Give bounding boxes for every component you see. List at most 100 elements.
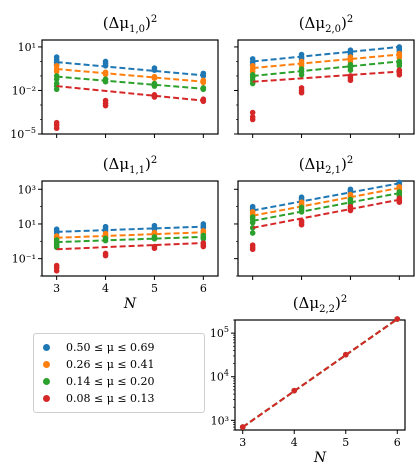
axes-frame (237, 39, 415, 135)
data-point (102, 71, 109, 78)
legend-item: 0.26 ≤ μ ≤ 0.41 (43, 356, 204, 373)
data-point (298, 209, 305, 215)
data-point (102, 63, 109, 69)
fit-line (252, 60, 400, 77)
axes-frame (237, 180, 415, 277)
data-point (249, 230, 256, 236)
legend-item: 0.50 ≤ μ ≤ 0.69 (43, 339, 204, 356)
data-point (200, 235, 207, 242)
data-point (249, 246, 256, 253)
data-point (151, 245, 158, 252)
data-point (151, 94, 158, 100)
chart-panel: (Δμ2,2)2 3 4 5 6 N (231, 294, 406, 466)
data-point (102, 102, 109, 109)
data-point (249, 219, 256, 226)
x-axis-label: N (123, 296, 137, 312)
y-tick-label: 10⁻¹ (12, 253, 36, 266)
data-point (249, 109, 256, 116)
fit-line (252, 70, 400, 83)
axes-frame (41, 180, 219, 277)
legend-label: 0.08 ≤ μ ≤ 0.13 (66, 392, 155, 405)
fit-line (252, 45, 400, 63)
data-point (347, 207, 354, 214)
fit-line (56, 68, 204, 83)
panel-title: (Δμ2,2)2 (293, 294, 348, 315)
data-point (298, 89, 305, 96)
data-point (396, 72, 403, 78)
data-point (200, 98, 207, 105)
data-point (53, 76, 60, 82)
x-tick-label: 3 (53, 282, 60, 295)
fit-line (56, 235, 204, 244)
data-point (102, 252, 109, 259)
chart-panel: (Δμ2,1)2 (234, 155, 415, 280)
data-point (394, 316, 401, 322)
y-tick-label: 10−5 (10, 126, 36, 141)
data-point (53, 267, 60, 274)
legend-marker (43, 344, 50, 351)
panel-title: (Δμ1,0)2 (103, 14, 158, 35)
legend-label: 0.14 ≤ μ ≤ 0.20 (66, 375, 155, 388)
x-tick-label: 4 (291, 436, 298, 449)
chart-panel: (Δμ1,1)2 3 4 5 6 N (38, 155, 219, 312)
x-tick-label: 4 (102, 282, 109, 295)
legend-label: 0.50 ≤ μ ≤ 0.69 (66, 341, 155, 354)
data-point (200, 73, 207, 79)
fit-line (56, 75, 204, 90)
fit-line (252, 198, 400, 229)
data-point (298, 221, 305, 228)
y-tick-label: 10⁻² (12, 84, 36, 97)
y-tick-label: 10³ (18, 183, 36, 196)
legend: 0.50 ≤ μ ≤ 0.69 0.26 ≤ μ ≤ 0.41 0.14 ≤ μ… (33, 333, 205, 413)
x-tick-label: 5 (342, 436, 349, 449)
x-tick-label: 6 (200, 282, 207, 295)
panel-title: (Δμ2,1)2 (299, 155, 354, 176)
data-point (249, 116, 256, 123)
data-point (347, 77, 354, 84)
fit-line (252, 53, 400, 70)
data-point (102, 78, 109, 85)
panel-title: (Δμ2,0)2 (299, 14, 354, 35)
fit-line (56, 241, 204, 251)
data-point (200, 86, 207, 93)
axes-frame (234, 319, 406, 431)
legend-marker (43, 395, 50, 402)
fit-line (252, 192, 400, 222)
fit-line (56, 85, 204, 102)
x-tick-label: 5 (151, 282, 158, 295)
y-tick-label: 104 (210, 369, 229, 384)
legend-marker (43, 361, 50, 368)
fit-line (242, 318, 398, 428)
data-point (53, 125, 60, 132)
data-point (53, 86, 60, 93)
fit-line (56, 225, 204, 233)
data-point (291, 387, 298, 394)
data-point (298, 72, 305, 78)
legend-item: 0.14 ≤ μ ≤ 0.20 (43, 373, 204, 390)
fit-line (252, 182, 400, 212)
y-tick-label: 10¹ (18, 218, 36, 231)
data-point (200, 243, 207, 250)
y-tick-label: 10¹ (18, 41, 36, 54)
chart-panel: (Δμ2,0)2 (234, 14, 415, 138)
data-point (53, 68, 60, 75)
data-point (151, 83, 158, 89)
x-tick-label: 3 (239, 436, 246, 449)
x-tick-label: 6 (394, 436, 401, 449)
legend-item: 0.08 ≤ μ ≤ 0.13 (43, 390, 204, 407)
fit-line (252, 186, 400, 217)
fit-line (56, 231, 204, 239)
data-point (102, 237, 109, 244)
data-point (347, 67, 354, 73)
data-point (342, 351, 349, 358)
fit-line (56, 61, 204, 77)
data-point (151, 67, 158, 73)
y-tick-label: 10³ (211, 414, 229, 427)
data-point (396, 199, 403, 205)
data-point (239, 424, 246, 430)
data-point (396, 63, 403, 69)
y-tick-label: 105 (210, 325, 229, 340)
axes-frame (41, 39, 219, 135)
chart-panel: (Δμ1,0)2 (38, 14, 219, 138)
legend-marker (43, 378, 50, 385)
